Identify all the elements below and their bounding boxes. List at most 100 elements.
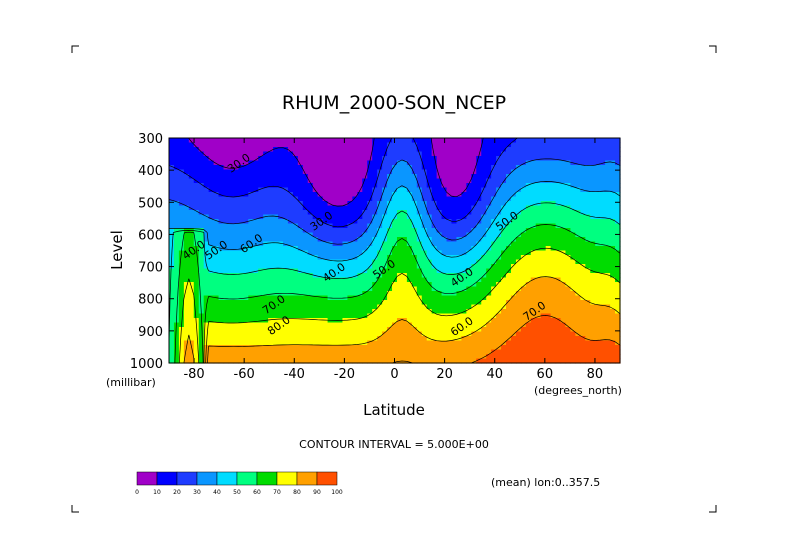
contour-cell (243, 304, 249, 310)
contour-cell (580, 232, 586, 238)
contour-cell (213, 147, 220, 153)
contour-cell (461, 214, 467, 220)
contour-cell (535, 340, 542, 346)
contour-cell (525, 246, 532, 252)
contour-cell (441, 295, 448, 301)
contour-cell (238, 282, 244, 288)
contour-cell (595, 205, 601, 211)
contour-cell (218, 322, 225, 328)
contour-cell (471, 232, 477, 238)
contour-cell (193, 300, 200, 306)
contour-cell (203, 327, 210, 333)
contour-cell (426, 232, 433, 238)
contour-cell (570, 151, 576, 157)
contour-cell (183, 282, 190, 288)
contour-cell (401, 291, 408, 297)
contour-cell (411, 273, 418, 279)
contour-cell (198, 250, 205, 256)
contour-cell (258, 147, 264, 153)
contour-cell (243, 273, 249, 279)
contour-cell (431, 313, 438, 319)
contour-cell (297, 138, 304, 144)
contour-cell (530, 358, 537, 364)
contour-cell (377, 151, 383, 157)
contour-cell (342, 336, 349, 342)
contour-cell (476, 313, 482, 319)
contour-cell (461, 291, 467, 297)
contour-cell (342, 210, 349, 216)
contour-cell (243, 156, 249, 162)
contour-cell (615, 237, 621, 243)
colorbar-swatch (316, 471, 338, 486)
contour-cell (461, 313, 467, 319)
contour-cell (401, 196, 408, 202)
contour-cell (471, 322, 477, 328)
contour-cell (248, 232, 254, 238)
contour-cell (273, 169, 279, 175)
contour-cell (302, 349, 309, 355)
contour-cell (421, 286, 428, 292)
contour-cell (342, 282, 349, 288)
contour-cell (248, 237, 254, 243)
contour-cell (387, 183, 393, 189)
contour-cell (233, 156, 239, 162)
contour-cell (451, 264, 458, 270)
contour-cell (580, 354, 586, 360)
contour-cell (292, 300, 299, 306)
contour-cell (496, 327, 502, 333)
contour-cell (575, 318, 581, 324)
contour-cell (406, 255, 413, 261)
contour-cell (238, 138, 244, 144)
contour-cell (585, 241, 591, 247)
contour-cell (173, 138, 180, 144)
contour-cell (525, 277, 532, 283)
contour-cell (357, 138, 363, 144)
contour-cell (183, 340, 190, 346)
contour-cell (278, 331, 284, 337)
contour-cell (615, 340, 621, 346)
contour-cell (332, 228, 339, 234)
contour-cell (555, 138, 562, 144)
contour-cell (431, 142, 438, 148)
contour-cell (431, 336, 438, 342)
contour-cell (292, 277, 299, 283)
contour-cell (466, 138, 472, 144)
contour-cell (337, 268, 344, 274)
contour-cell (446, 183, 453, 189)
contour-cell (287, 322, 294, 328)
contour-cell (203, 223, 210, 229)
contour-cell (466, 349, 472, 355)
contour-cell (451, 336, 458, 342)
contour-cell (218, 286, 225, 292)
contour-cell (396, 205, 403, 211)
contour-cell (471, 187, 477, 193)
contour-cell (327, 264, 334, 270)
contour-cell (550, 273, 557, 279)
contour-cell (600, 264, 606, 270)
contour-cell (506, 300, 512, 306)
contour-cell (426, 286, 433, 292)
contour-cell (565, 187, 572, 193)
contour-cell (510, 277, 517, 283)
contour-cell (441, 282, 448, 288)
contour-cell (575, 228, 581, 234)
contour-cell (243, 282, 249, 288)
contour-cell (396, 228, 403, 234)
contour-cell (461, 187, 467, 193)
contour-cell (317, 336, 324, 342)
contour-cell (362, 246, 368, 252)
contour-cell (243, 237, 249, 243)
contour-cell (610, 138, 616, 144)
contour-cell (610, 151, 616, 157)
contour-cell (565, 354, 572, 360)
contour-cell (401, 237, 408, 243)
contour-cell (575, 210, 581, 216)
contour-cell (337, 277, 344, 283)
contour-cell (268, 336, 274, 342)
contour-cell (253, 318, 259, 324)
contour-cell (441, 156, 448, 162)
contour-cell (431, 156, 438, 162)
contour-cell (451, 340, 458, 346)
contour-cell (387, 187, 393, 193)
contour-cell (530, 264, 537, 270)
